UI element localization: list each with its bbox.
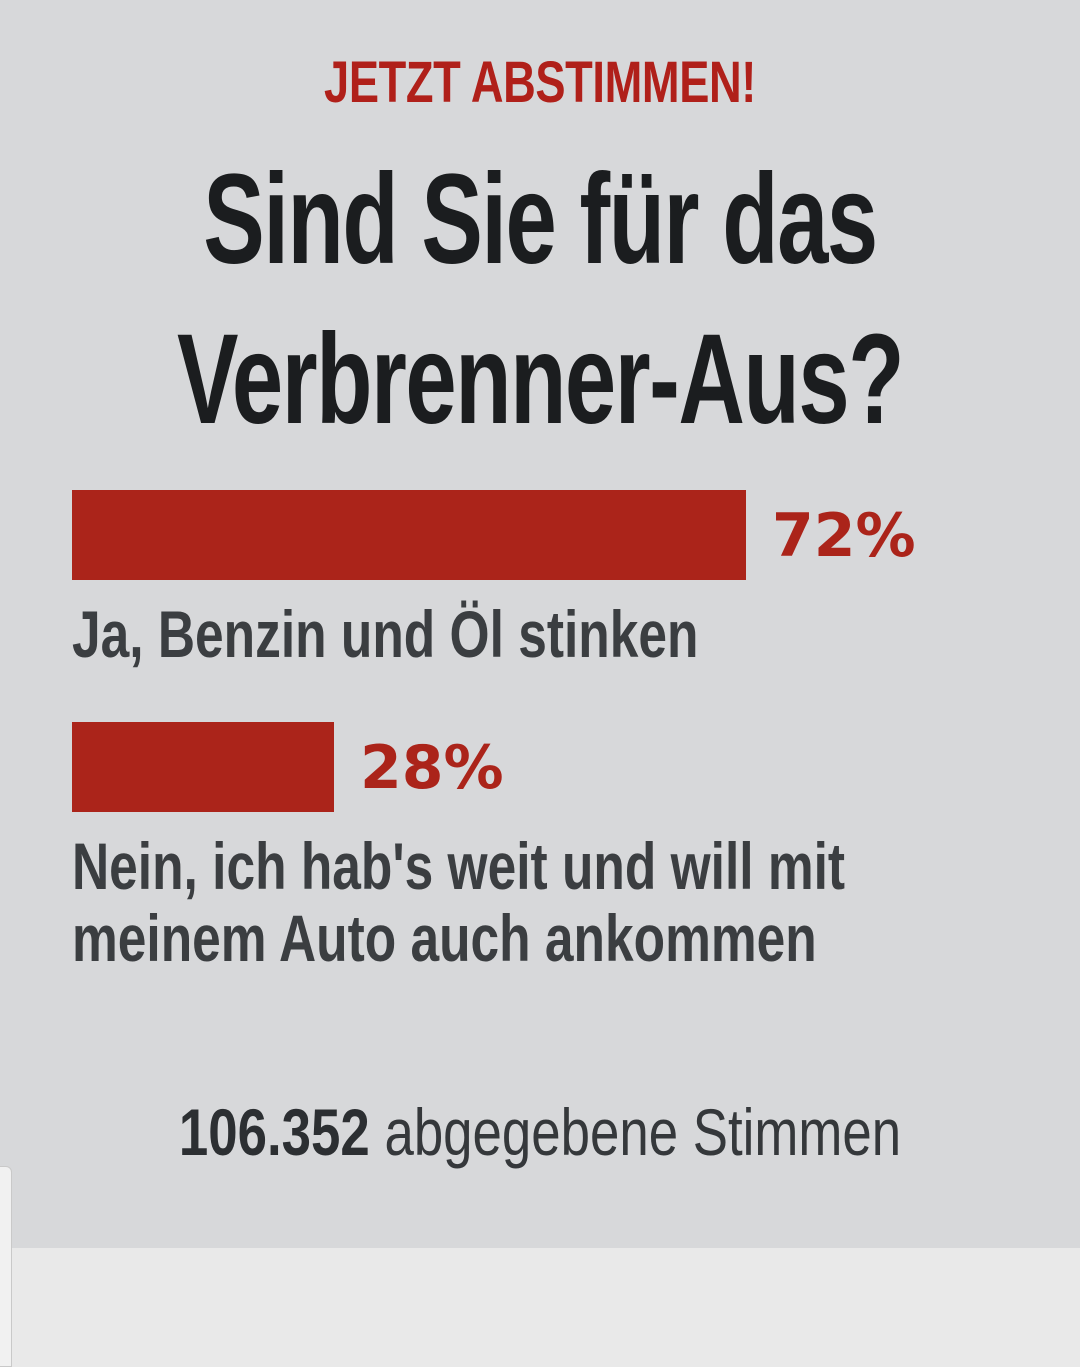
poll-question-line-2: Verbrenner-Aus? <box>176 308 905 451</box>
answer-bar-row: 28% <box>72 722 1032 812</box>
vote-total: 106.352 abgegebene Stimmen <box>108 1094 972 1170</box>
result-bar-yes <box>72 490 746 580</box>
answer-option-yes[interactable]: 72% Ja, Benzin und Öl stinken <box>72 490 1032 670</box>
answer-label-yes: Ja, Benzin und Öl stinken <box>72 597 699 671</box>
answer-bar-row: 72% <box>72 490 1032 580</box>
poll-question: Sind Sie für das Verbrenner-Aus? <box>151 140 929 460</box>
poll-question-line-1: Sind Sie für das <box>203 148 878 291</box>
result-percent-yes: 72% <box>772 501 916 571</box>
answer-option-no[interactable]: 28% Nein, ich hab's weit und will mit me… <box>72 722 1032 974</box>
result-bar-no <box>72 722 334 812</box>
vote-suffix: abgegebene Stimmen <box>384 1095 902 1169</box>
poll-kicker: JETZT ABSTIMMEN! <box>324 50 756 115</box>
vote-count: 106.352 <box>178 1095 370 1169</box>
result-percent-no: 28% <box>360 733 504 803</box>
answer-label-no: Nein, ich hab's weit und will mit meinem… <box>72 829 846 975</box>
side-panel-handle[interactable] <box>0 1166 12 1367</box>
poll-card: JETZT ABSTIMMEN! Sind Sie für das Verbre… <box>0 0 1080 1248</box>
